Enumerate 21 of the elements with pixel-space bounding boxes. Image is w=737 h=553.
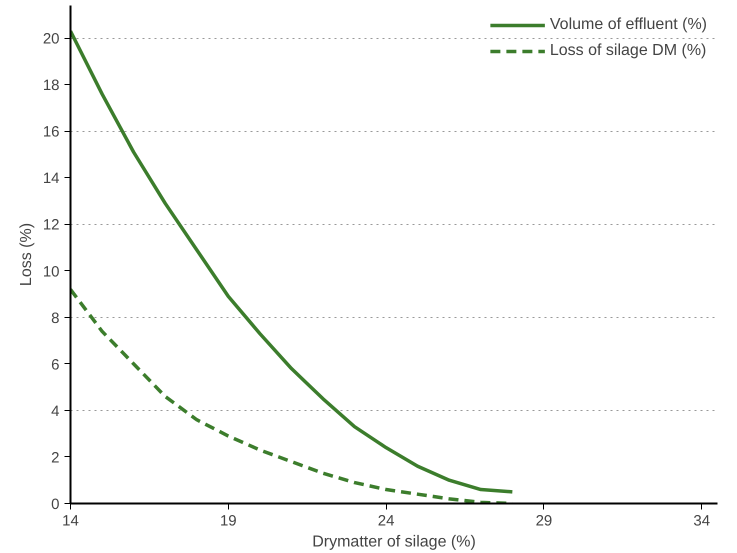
- x-tick-label: 24: [378, 512, 394, 530]
- x-tick-label: 34: [693, 512, 710, 530]
- x-axis-title: Drymatter of silage (%): [312, 534, 476, 550]
- y-tick-label: 14: [42, 170, 60, 188]
- y-tick-label: 4: [51, 402, 60, 420]
- line-series: [70, 29, 514, 494]
- y-tick-label: 12: [42, 216, 60, 234]
- y-tick-label: 10: [42, 263, 60, 280]
- y-tick-label: 16: [42, 124, 60, 141]
- x-tick-label: 14: [62, 512, 79, 530]
- y-tick-label: 2: [51, 449, 60, 466]
- x-tick-label: 19: [220, 512, 237, 530]
- y-tick-label: 6: [51, 356, 60, 374]
- x-tick-label: 29: [536, 512, 552, 530]
- y-axis-title: Loss (%): [18, 222, 35, 286]
- y-tick-label: 18: [42, 77, 60, 94]
- legend-label: Loss of silage DM (%): [550, 42, 706, 60]
- y-tick-label: 20: [42, 30, 60, 48]
- y-tick-label: 0: [51, 496, 60, 513]
- legend-label: Volume of effluent (%): [550, 16, 707, 34]
- y-tick-label: 8: [51, 310, 60, 327]
